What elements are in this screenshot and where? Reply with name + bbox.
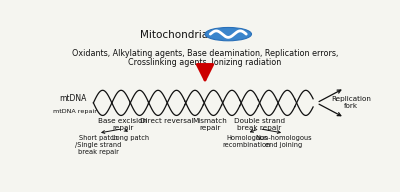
Text: Homologous
recombination: Homologous recombination xyxy=(223,135,271,148)
Text: Oxidants, Alkylating agents, Base deamination, Replication errors,: Oxidants, Alkylating agents, Base deamin… xyxy=(72,49,338,58)
Text: Base excision
repair: Base excision repair xyxy=(98,118,147,131)
Text: Long patch: Long patch xyxy=(112,135,149,141)
Text: Double strand
break repair: Double strand break repair xyxy=(234,118,285,131)
Ellipse shape xyxy=(205,27,252,41)
Text: Crosslinking agents, Ionizing radiation: Crosslinking agents, Ionizing radiation xyxy=(128,58,282,67)
Text: mtDNA repair: mtDNA repair xyxy=(53,108,97,113)
Text: Replication
fork: Replication fork xyxy=(331,96,371,109)
Text: mtDNA: mtDNA xyxy=(59,94,87,103)
Text: Direct reversal: Direct reversal xyxy=(140,118,193,124)
Text: Non-homologous
end joining: Non-homologous end joining xyxy=(256,135,312,148)
Text: Mitochondria: Mitochondria xyxy=(140,30,208,40)
Text: Short patch
/Single strand
break repair: Short patch /Single strand break repair xyxy=(75,135,121,155)
Text: Mismatch
repair: Mismatch repair xyxy=(192,118,227,131)
